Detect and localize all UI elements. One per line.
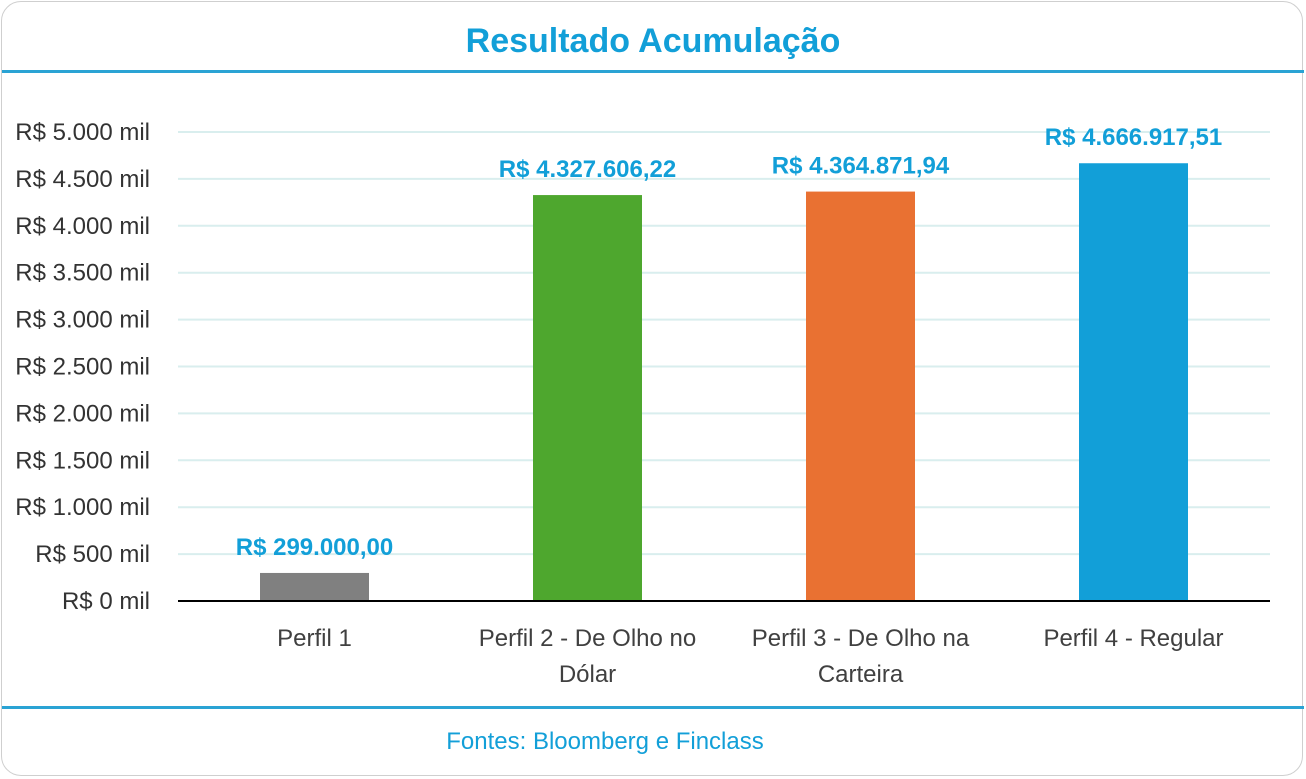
bars — [260, 163, 1188, 601]
bar — [806, 191, 915, 601]
bar — [533, 195, 642, 601]
y-tick-label: R$ 500 mil — [35, 541, 150, 568]
y-tick-label: R$ 2.000 mil — [15, 400, 150, 427]
title-divider — [2, 70, 1304, 73]
bar — [260, 572, 369, 601]
y-tick-label: R$ 4.000 mil — [15, 213, 150, 240]
y-tick-label: R$ 1.500 mil — [15, 447, 150, 474]
y-tick-label: R$ 4.500 mil — [15, 166, 150, 193]
category-label: Carteira — [818, 661, 904, 688]
y-tick-label: R$ 1.000 mil — [15, 494, 150, 521]
data-labels: R$ 299.000,00 R$ 4.327.606,22 R$ 4.364.871… — [236, 124, 1222, 561]
y-tick-label: R$ 3.000 mil — [15, 307, 150, 334]
footer-divider — [2, 706, 1304, 709]
category-label: Perfil 3 - De Olho na — [752, 625, 970, 652]
data-label: R$ 299.000,00 — [236, 534, 393, 561]
source-note: Fontes: Bloomberg e Finclass — [446, 728, 764, 755]
category-label: Perfil 2 - De Olho no — [479, 625, 696, 652]
y-tick-label: R$ 0 mil — [62, 588, 150, 615]
data-label: R$ 4.327.606,22 — [499, 156, 676, 183]
data-label: R$ 4.666.917,51 — [1045, 124, 1222, 151]
category-labels: Perfil 1 Perfil 2 - De Olho no Dólar Perfil… — [277, 625, 1223, 688]
data-label: R$ 4.364.871,94 — [772, 153, 950, 180]
y-tick-label: R$ 2.500 mil — [15, 354, 150, 381]
y-tick-labels: R$ 0 mil R$ 500 mil R$ 1.000 mil R$ 1.500 m… — [15, 119, 150, 615]
chart-title: Resultado Acumulação — [465, 22, 841, 60]
y-tick-label: R$ 5.000 mil — [15, 119, 150, 146]
category-label: Dólar — [559, 661, 616, 688]
category-label: Perfil 1 — [277, 625, 352, 652]
category-label: Perfil 4 - Regular — [1043, 625, 1223, 652]
bar — [1079, 163, 1188, 601]
y-tick-label: R$ 3.500 mil — [15, 260, 150, 287]
